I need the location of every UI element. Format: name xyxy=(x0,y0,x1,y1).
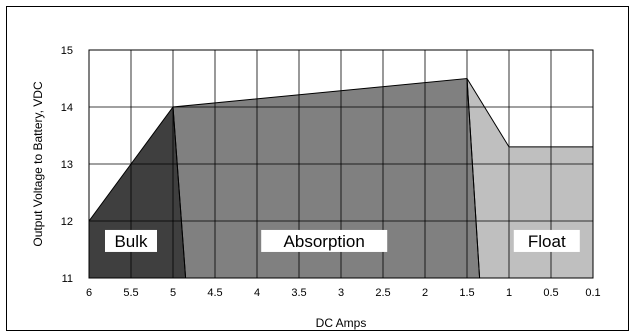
x-axis-label: DC Amps xyxy=(316,316,367,330)
phase-area-bulk xyxy=(89,107,186,278)
phase-label-box-absorption xyxy=(261,229,388,252)
plot-border xyxy=(88,49,594,279)
x-tick-label: 0.5 xyxy=(543,287,558,299)
x-tick-label: 2 xyxy=(422,287,428,299)
y-tick-label: 13 xyxy=(61,159,73,171)
x-tick-label: 4 xyxy=(254,287,260,299)
x-tick-label: 6 xyxy=(86,287,92,299)
y-tick-label: 14 xyxy=(61,102,73,114)
x-tick-label: 5 xyxy=(170,287,176,299)
y-tick-labels: 11 12 13 14 15 xyxy=(61,45,73,285)
x-tick-label: 3.5 xyxy=(291,287,306,299)
phase-area-float xyxy=(467,78,593,278)
phase-label-absorption: Absorption xyxy=(284,232,365,251)
phase-label-box-float xyxy=(513,229,580,252)
phase-area-absorption xyxy=(173,78,480,278)
y-tick-label: 15 xyxy=(61,45,73,57)
x-tick-label: 5.5 xyxy=(123,287,138,299)
y-tick-label: 11 xyxy=(62,273,73,285)
x-tick-label: 1.5 xyxy=(459,287,474,299)
x-tick-label: 4.5 xyxy=(207,287,222,299)
y-axis-label: Output Voltage to Battery, VDC xyxy=(31,81,45,247)
x-tick-labels: 6 5.5 5 4.5 4 3.5 3 2.5 2 1.5 1 0.5 0.1 xyxy=(86,287,601,299)
phase-label-box-bulk xyxy=(105,229,157,252)
x-tick-label: 2.5 xyxy=(375,287,390,299)
phase-label-float: Float xyxy=(528,232,566,251)
x-tick-label: 1 xyxy=(506,287,512,299)
y-tick-label: 12 xyxy=(61,216,73,228)
phase-labels: Bulk Absorption Float xyxy=(105,229,580,252)
phase-label-bulk: Bulk xyxy=(114,232,148,251)
x-tick-label: 0.1 xyxy=(585,287,600,299)
x-tick-label: 3 xyxy=(338,287,344,299)
